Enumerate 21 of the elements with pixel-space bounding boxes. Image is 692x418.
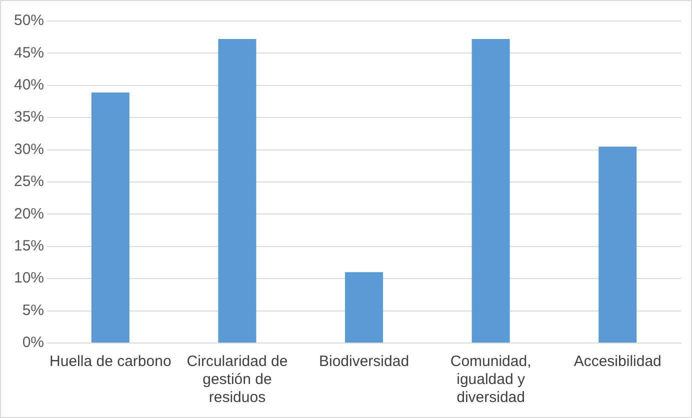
y-tick-label: 50% — [14, 12, 44, 30]
y-tick-label: 5% — [22, 302, 44, 319]
x-tick-label: Biodiversidad — [318, 353, 410, 370]
y-tick-label: 20% — [14, 205, 44, 222]
x-tick-label: Comunidad, igualdad y diversidad — [450, 353, 532, 406]
bar — [472, 39, 510, 342]
y-tick-label: 15% — [14, 238, 44, 255]
x-tick-label: Huella de carbono — [50, 353, 172, 370]
y-tick-label: 45% — [14, 44, 44, 62]
y-tick-label: 35% — [14, 108, 44, 126]
bar — [598, 146, 637, 342]
bar — [344, 272, 384, 342]
bar — [218, 39, 256, 342]
y-tick-label: 25% — [14, 173, 44, 190]
y-tick-label: 10% — [14, 270, 44, 287]
bar — [91, 92, 130, 342]
y-tick-label: 30% — [14, 140, 44, 158]
x-tick-label: Circularidad de gestión de residuos — [186, 353, 288, 406]
x-tick-label: Accesibilidad — [574, 353, 662, 370]
y-tick-label: 40% — [14, 76, 44, 94]
y-tick-label: 0% — [22, 334, 44, 352]
